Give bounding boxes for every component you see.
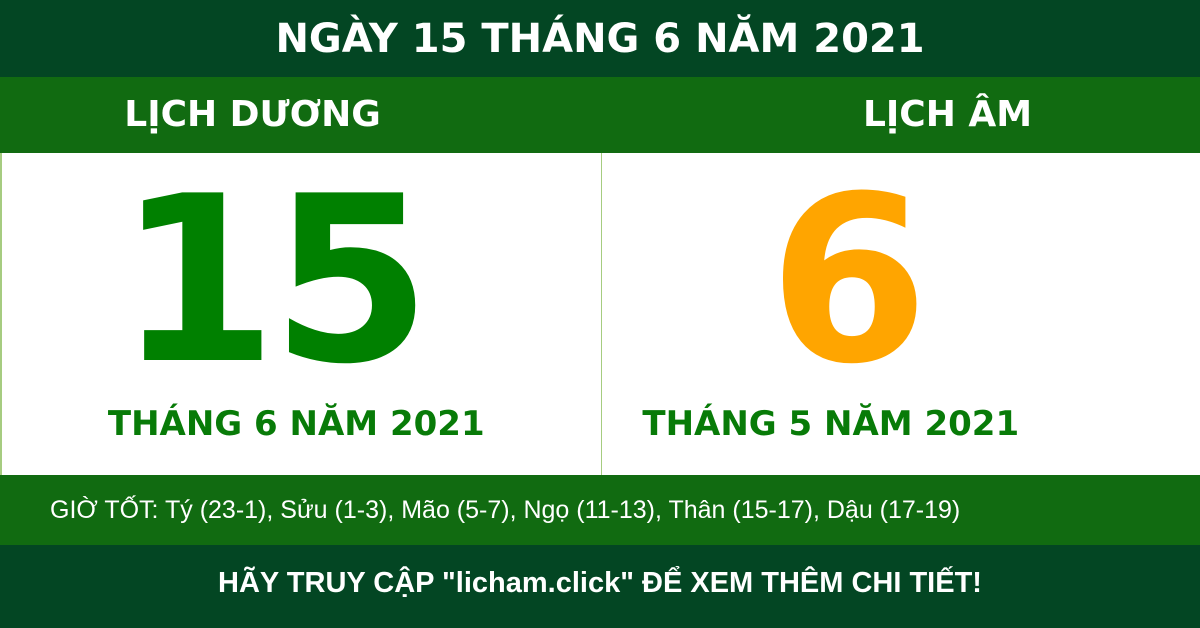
column-headers: LỊCH DƯƠNG LỊCH ÂM <box>0 77 1200 153</box>
footer-cta: HÃY TRUY CẬP "licham.click" ĐỂ XEM THÊM … <box>0 545 1200 628</box>
page-title: NGÀY 15 THÁNG 6 NĂM 2021 <box>0 0 1200 77</box>
calendar-body: 15 THÁNG 6 NĂM 2021 6 THÁNG 5 NĂM 2021 <box>0 153 1200 475</box>
lunar-heading: LỊCH ÂM <box>862 94 1033 135</box>
lunar-day: 6 <box>768 148 929 415</box>
solar-month-year: THÁNG 6 NĂM 2021 <box>107 404 485 444</box>
good-hours: GIỜ TỐT: Tý (23-1), Sửu (1-3), Mão (5-7)… <box>0 475 1200 545</box>
lunar-panel: 6 THÁNG 5 NĂM 2021 <box>600 153 1200 475</box>
solar-day: 15 <box>117 148 431 415</box>
lunar-month-year: THÁNG 5 NĂM 2021 <box>642 404 1020 444</box>
solar-panel: 15 THÁNG 6 NĂM 2021 <box>2 153 601 475</box>
solar-heading: LỊCH DƯƠNG <box>124 94 381 135</box>
